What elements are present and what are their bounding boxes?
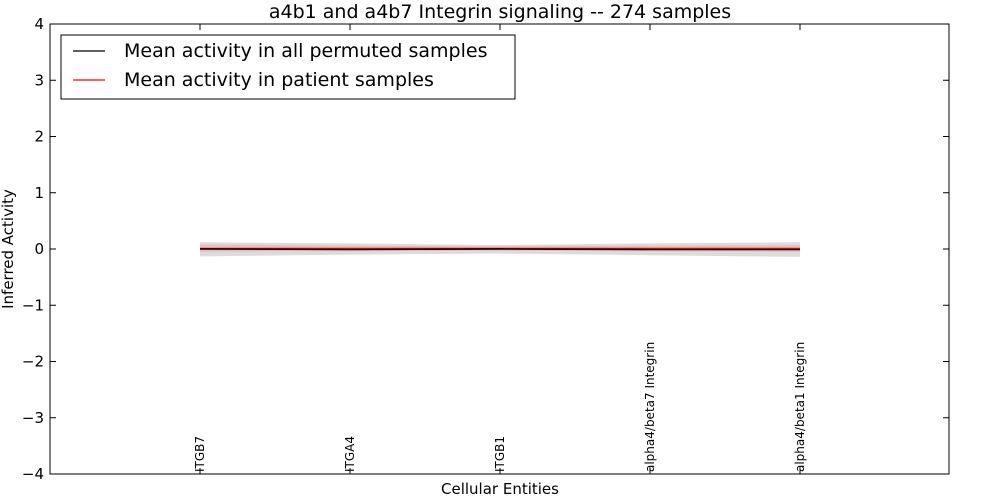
- legend-box: [60, 34, 516, 100]
- y-tick-label: 0: [34, 240, 44, 258]
- legend: Mean activity in all permuted samples Me…: [60, 34, 516, 100]
- y-tick-label: −4: [22, 465, 44, 483]
- y-tick-label: −1: [22, 296, 44, 314]
- y-tick-label: −2: [22, 353, 44, 371]
- y-axis-label: Inferred Activity: [0, 189, 17, 309]
- x-category-label: alpha4/beta7 Integrin: [643, 342, 657, 472]
- x-category-label: ITGB1: [493, 436, 507, 472]
- y-tick-label: −3: [22, 409, 44, 427]
- y-tick-label: 3: [34, 71, 44, 89]
- x-category-label: ITGB7: [193, 436, 207, 472]
- x-axis-label: Cellular Entities: [441, 480, 559, 498]
- legend-label-permuted: Mean activity in all permuted samples: [124, 40, 487, 62]
- y-axis-ticks: 4 3 2 1 0 −1 −2 −3 −4: [22, 15, 949, 483]
- chart-title: a4b1 and a4b7 Integrin signaling -- 274 …: [269, 1, 731, 23]
- y-tick-label: 2: [34, 128, 44, 146]
- x-category-label: ITGA4: [343, 436, 357, 472]
- legend-label-patient: Mean activity in patient samples: [124, 69, 434, 91]
- x-category-label: alpha4/beta1 Integrin: [793, 342, 807, 472]
- y-tick-label: 1: [34, 184, 44, 202]
- y-tick-label: 4: [34, 15, 44, 33]
- x-axis-ticks: ITGB7 ITGA4 ITGB1 alpha4/beta7 Integrin alph…: [193, 24, 807, 474]
- series-line-permuted: [199, 248, 800, 251]
- series-lines: [199, 247, 800, 251]
